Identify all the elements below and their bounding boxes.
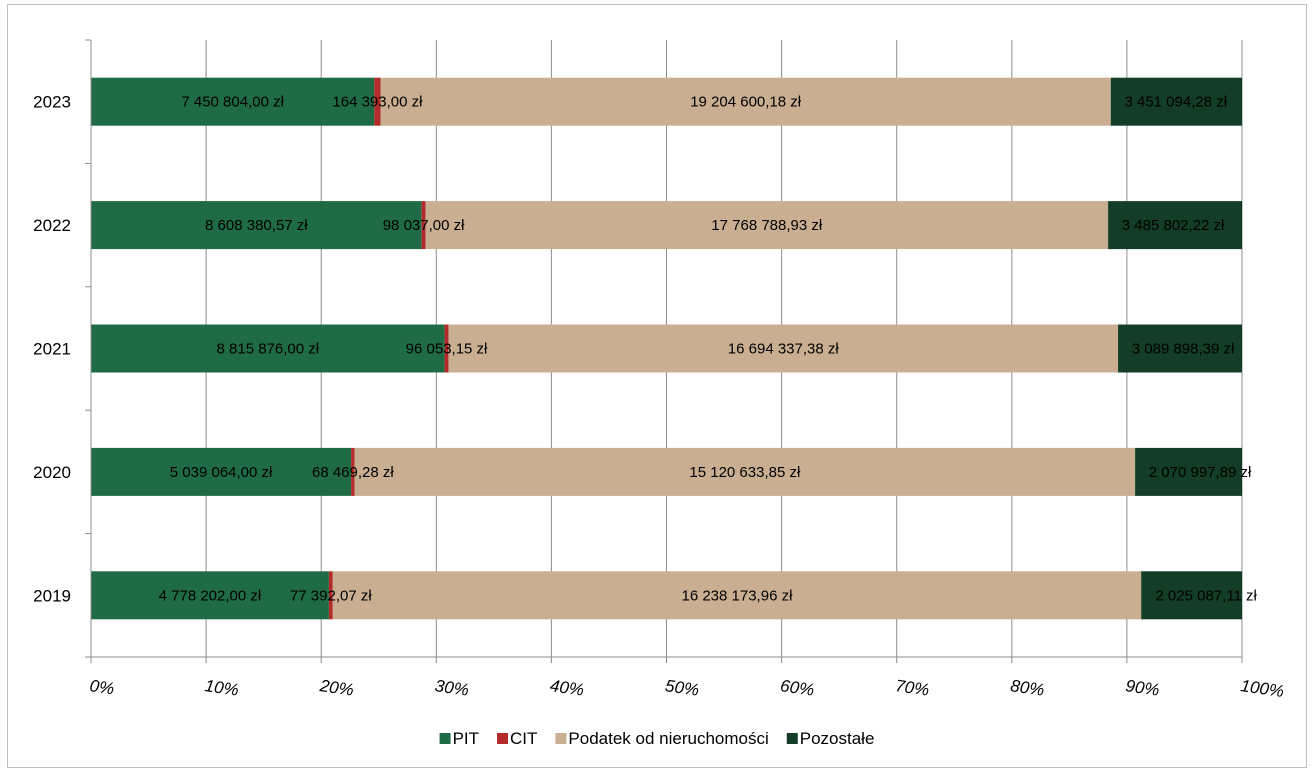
data-label: 3 451 094,28 zł <box>1124 94 1227 111</box>
category-label: 2022 <box>33 216 71 235</box>
bar-segment-2 <box>425 201 1109 250</box>
category-label: 2020 <box>33 463 71 482</box>
legend[interactable]: PIT CIT Podatek od nieruchomości Pozostałe <box>439 729 875 748</box>
data-label: 3 485 802,22 zł <box>1122 217 1225 234</box>
bar-segment-2 <box>332 571 1142 620</box>
bar-segment-1 <box>444 324 449 373</box>
legend-swatch <box>497 733 509 744</box>
data-labels: 7 450 804,00 zł 164 393,00 zł 19 204 600,1… <box>159 94 1258 605</box>
data-label: 68 469,28 zł <box>312 464 394 481</box>
x-tick-label: 0% <box>88 676 115 698</box>
data-label: 77 392,07 zł <box>290 587 372 604</box>
bar-segment-3 <box>1110 77 1242 126</box>
legend-item-0[interactable]: PIT <box>439 729 479 748</box>
data-label: 5 039 064,00 zł <box>170 464 273 481</box>
x-tick-label: 50% <box>664 676 700 700</box>
data-label: 16 694 337,38 zł <box>728 341 840 358</box>
legend-item-2[interactable]: Podatek od nieruchomości <box>555 729 769 748</box>
bar-segment-3 <box>1141 571 1242 620</box>
bar-segment-0 <box>91 571 329 620</box>
bar-segment-1 <box>351 447 355 496</box>
bar-segment-2 <box>448 324 1119 373</box>
bar-segment-3 <box>1118 324 1242 373</box>
data-label: 8 608 380,57 zł <box>205 217 308 234</box>
data-label: 17 768 788,93 zł <box>711 217 823 234</box>
x-tick-label: 100% <box>1239 676 1285 701</box>
bar-segment-0 <box>91 324 445 373</box>
data-label: 4 778 202,00 zł <box>159 587 262 604</box>
data-label: 98 037,00 zł <box>383 217 465 234</box>
category-label: 2021 <box>33 340 71 359</box>
x-tick-label: 70% <box>894 676 930 700</box>
legend-swatch <box>439 733 451 744</box>
data-label: 7 450 804,00 zł <box>181 94 284 111</box>
legend-item-1[interactable]: CIT <box>497 729 537 748</box>
data-label: 8 815 876,00 zł <box>217 341 320 358</box>
data-label: 2 070 997,89 zł <box>1149 464 1252 481</box>
data-label: 164 393,00 zł <box>332 94 423 111</box>
bar-segment-0 <box>91 201 422 250</box>
bar-segment-3 <box>1108 201 1242 250</box>
data-label: 16 238 173,96 zł <box>681 587 793 604</box>
data-label: 19 204 600,18 zł <box>690 94 802 111</box>
data-label: 2 025 087,11 zł <box>1155 587 1257 604</box>
bar-segment-1 <box>328 571 333 620</box>
bar-segment-2 <box>354 447 1136 496</box>
bar-segment-0 <box>91 447 352 496</box>
bar-segment-2 <box>380 77 1111 126</box>
x-tick-label: 90% <box>1124 676 1160 700</box>
bar-segment-1 <box>374 77 381 126</box>
legend-label: Podatek od nieruchomości <box>568 729 768 748</box>
x-tick-label: 60% <box>779 676 815 700</box>
legend-swatch <box>555 733 567 744</box>
x-tick-label: 80% <box>1009 676 1045 700</box>
data-label: 96 053,15 zł <box>406 341 488 358</box>
x-tick-label: 20% <box>318 676 355 700</box>
x-tick-label: 40% <box>549 676 585 700</box>
category-label: 2019 <box>33 586 71 605</box>
legend-item-3[interactable]: Pozostałe <box>786 729 875 748</box>
bar-segment-1 <box>421 201 426 250</box>
bar-segment-3 <box>1135 447 1242 496</box>
category-label: 2023 <box>33 93 71 112</box>
data-label: 15 120 633,85 zł <box>689 464 801 481</box>
bar-segment-0 <box>91 77 375 126</box>
legend-label: PIT <box>453 729 479 748</box>
legend-swatch <box>786 733 798 744</box>
legend-label: Pozostałe <box>800 729 875 748</box>
data-label: 3 089 898,39 zł <box>1132 341 1235 358</box>
x-tick-label: 30% <box>434 676 470 700</box>
chart-frame <box>7 4 1307 768</box>
bars <box>91 77 1242 620</box>
x-tick-label: 10% <box>204 676 240 700</box>
legend-label: CIT <box>510 729 537 748</box>
axes: 0% 10% 20% 30% 40% 50% 60% 70% 80% 90% 100% 2023 202… <box>33 39 1285 701</box>
